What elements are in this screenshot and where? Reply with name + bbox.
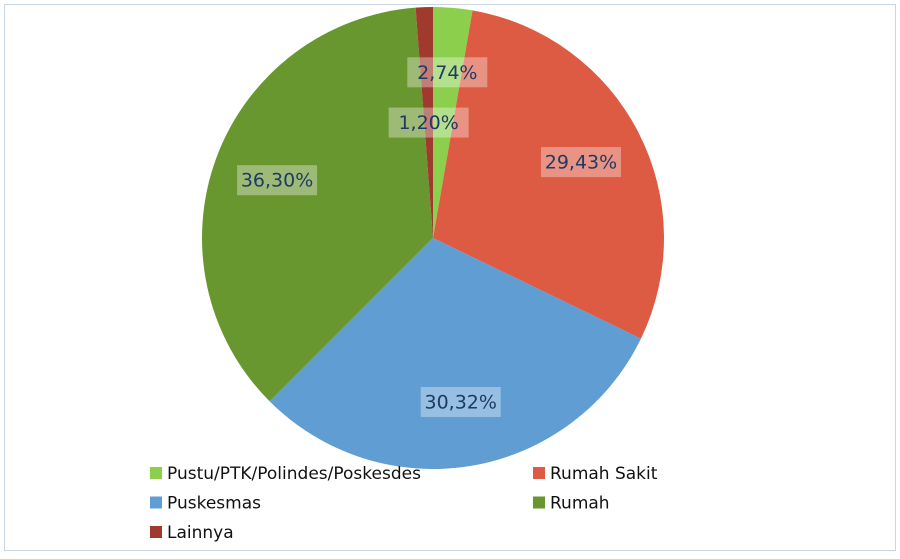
data-label: 29,43% <box>545 152 617 174</box>
data-label: 36,30% <box>241 170 313 192</box>
legend-swatch <box>150 496 162 509</box>
pie-slice <box>433 7 473 238</box>
label-box <box>420 386 501 417</box>
data-label: 30,32% <box>424 391 496 413</box>
label-box <box>407 57 488 88</box>
pie-slice <box>201 7 433 402</box>
legend-swatch <box>150 526 162 538</box>
label-box <box>540 147 621 178</box>
legend-label: Rumah Sakit <box>550 464 658 484</box>
legend-label: Rumah <box>550 494 610 514</box>
label-box <box>237 165 318 196</box>
data-label: 1,20% <box>398 112 458 134</box>
legend-label: Lainnya <box>167 523 234 543</box>
legend-label: Puskesmas <box>167 494 261 514</box>
data-label: 2,74% <box>417 62 477 84</box>
pie-slice <box>269 238 641 470</box>
legend-swatch <box>533 467 545 479</box>
label-box <box>388 107 469 138</box>
legend-label: Pustu/PTK/Polindes/Poskesdes <box>167 464 421 484</box>
legend-swatch <box>150 467 162 479</box>
pie-slice <box>433 10 664 339</box>
legend-swatch <box>533 496 545 509</box>
pie-slice <box>415 7 433 238</box>
